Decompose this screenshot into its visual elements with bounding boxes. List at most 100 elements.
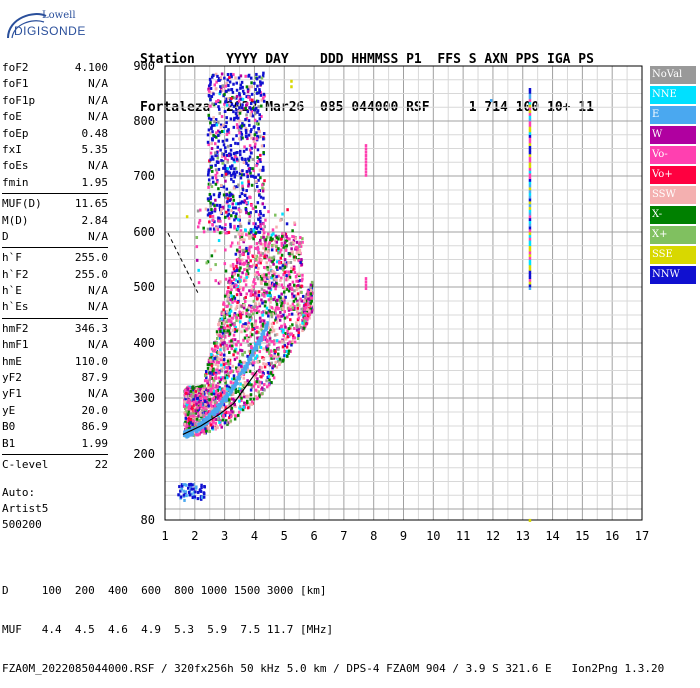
echo-point [291,250,294,254]
echo-point [235,264,238,268]
echo-point [226,359,230,363]
echo-point [259,209,262,213]
echo-point [249,331,253,335]
echo-point [199,387,202,391]
plot-frame [164,65,643,521]
echo-point [217,281,221,285]
echo-point [242,160,246,164]
echo-point [231,164,234,168]
echo-point [231,344,234,348]
echo-point [216,404,220,408]
echo-point [208,77,212,81]
echo-point [233,386,236,390]
echo-point [238,279,242,283]
echo-point [202,388,206,392]
echo-point [214,176,218,180]
echo-point [276,267,279,271]
echo-point [252,227,256,231]
echo-point [261,275,265,279]
echo-point [191,395,194,399]
echo-point [241,288,245,292]
param-value: 20.0 [81,403,109,417]
echo-point [268,362,272,366]
echo-point [236,257,240,261]
echo-point [251,327,254,331]
echo-point [267,250,270,254]
echo-point [226,372,230,376]
echo-point [283,271,286,275]
echo-point [232,73,235,77]
echo-point [265,306,269,310]
echo-point [195,245,199,249]
echo-point [218,405,222,409]
echo-point [228,311,231,315]
echo-point [292,235,296,239]
echo-point [263,388,266,392]
echo-point [286,302,290,306]
echo-point [245,201,248,205]
echo-point [203,384,207,388]
echo-point [253,346,257,350]
echo-point [295,279,298,283]
echo-point [227,329,231,333]
echo-point [187,407,191,411]
echo-point [211,400,214,404]
echo-point [229,380,233,384]
echo-point [184,420,187,424]
echo-point [279,310,282,314]
echo-point [249,112,252,116]
echo-point [206,213,210,217]
echo-point [248,155,252,159]
echo-point [183,401,187,405]
echo-point [250,81,253,85]
echo-point [229,408,233,412]
legend-item: NNW [650,266,696,284]
echo-point [293,289,296,293]
echo-point [255,275,259,279]
echo-point [247,360,251,364]
echo-point [243,350,247,354]
echo-point [288,275,292,279]
echo-point [258,370,261,374]
echo-point [237,99,241,103]
echo-point [232,267,236,271]
echo-point [230,347,234,351]
echo-point [224,156,227,160]
echo-point [261,165,265,169]
echo-point [238,310,241,314]
echo-point [259,253,262,257]
echo-point [277,251,280,255]
echo-point [226,311,230,315]
echo-point [200,384,204,388]
echo-point [301,318,304,322]
echo-point [255,347,258,351]
echo-point [233,160,236,164]
echo-point [247,212,251,216]
echo-point [528,112,532,116]
echo-point [528,156,532,160]
echo-point [294,294,298,298]
echo-point [277,274,280,278]
echo-point [238,372,242,376]
echo-point [248,304,251,308]
echo-point [277,347,280,351]
echo-point [297,250,300,254]
echo-point [262,151,265,155]
echo-point [528,107,532,111]
echo-point [260,258,263,262]
echo-point [226,297,230,301]
echo-point [211,405,215,409]
param-row: C-level 22 [2,457,108,473]
x-tick-label: 15 [575,529,589,543]
echo-point [233,324,236,328]
echo-point [263,205,266,209]
echo-point [197,490,200,494]
echo-point [212,227,216,231]
echo-point [212,392,216,396]
echo-point [288,273,291,277]
echo-point [191,414,195,418]
echo-point [528,167,532,171]
echo-point [206,411,209,415]
echo-point [280,292,283,296]
echo-point [197,408,200,412]
